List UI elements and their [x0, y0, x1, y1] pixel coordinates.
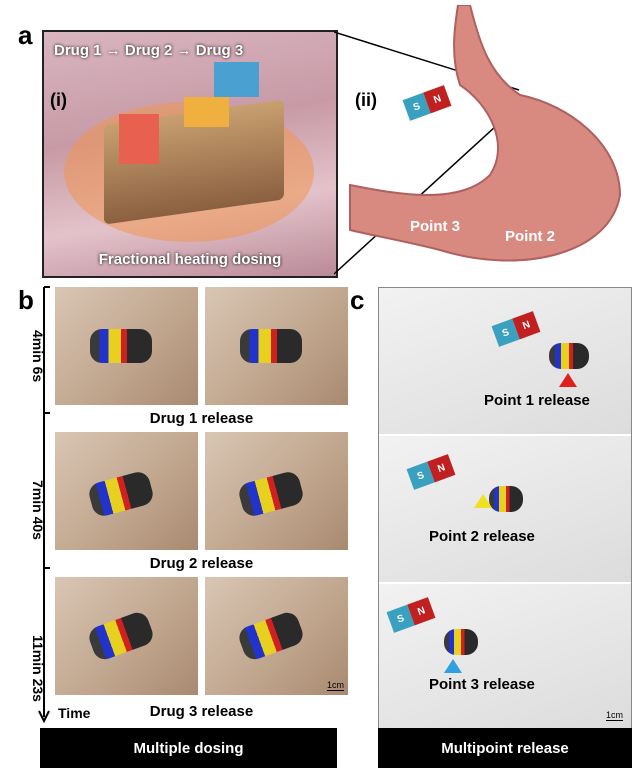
point3-release: Point 3 release [429, 676, 535, 693]
point2-release: Point 2 release [429, 528, 535, 545]
fractional-heating-caption: Fractional heating dosing [98, 251, 282, 268]
panel-a-label: a [18, 20, 33, 50]
photo-b3-left [55, 577, 198, 695]
point2-label: Point 2 [505, 228, 556, 245]
multipoint-release-bar: Multipoint release [378, 728, 632, 768]
drug2-release: Drug 2 release [149, 555, 254, 572]
panel-b-label: b [18, 285, 34, 315]
drug1-label: Drug 1 [54, 42, 102, 59]
time-label: Time [58, 705, 91, 721]
time-1: 4min 6s [30, 330, 46, 383]
time-3: 11min 23s [30, 635, 46, 702]
photo-b2-left [55, 432, 198, 550]
time-2: 7min 40s [30, 480, 46, 540]
panel-c-label: c [350, 285, 365, 315]
time-axis [38, 286, 50, 724]
red-marker [559, 373, 577, 387]
yellow-marker [474, 494, 492, 508]
arrow: → [176, 42, 192, 59]
drug2-label: Drug 2 [124, 42, 173, 59]
multiple-dosing-bar: Multiple dosing [40, 728, 337, 768]
photo-b2-right [205, 432, 348, 550]
point3-label: Point 3 [410, 218, 461, 235]
point1-release: Point 1 release [484, 392, 590, 409]
sub-ii-label: (ii) [355, 90, 377, 110]
panel-a-i-illustration: Drug 1 → Drug 2 → Drug 3 (i) Fractional … [42, 30, 338, 278]
drug1-release: Drug 1 release [149, 410, 254, 427]
arrow: → [105, 42, 121, 59]
stomach-illustration [349, 5, 622, 262]
blue-marker [444, 659, 462, 673]
drug3-release: Drug 3 release [149, 703, 254, 720]
scale-bar-b: 1cm [326, 680, 344, 691]
photo-b1-left [55, 287, 198, 405]
drug3-label: Drug 3 [195, 42, 244, 59]
sub-i-label: (i) [50, 90, 67, 110]
photo-b1-right [205, 287, 348, 405]
scale-bar-c: 1cm [605, 710, 623, 721]
photo-b3-right: 1cm [205, 577, 348, 695]
